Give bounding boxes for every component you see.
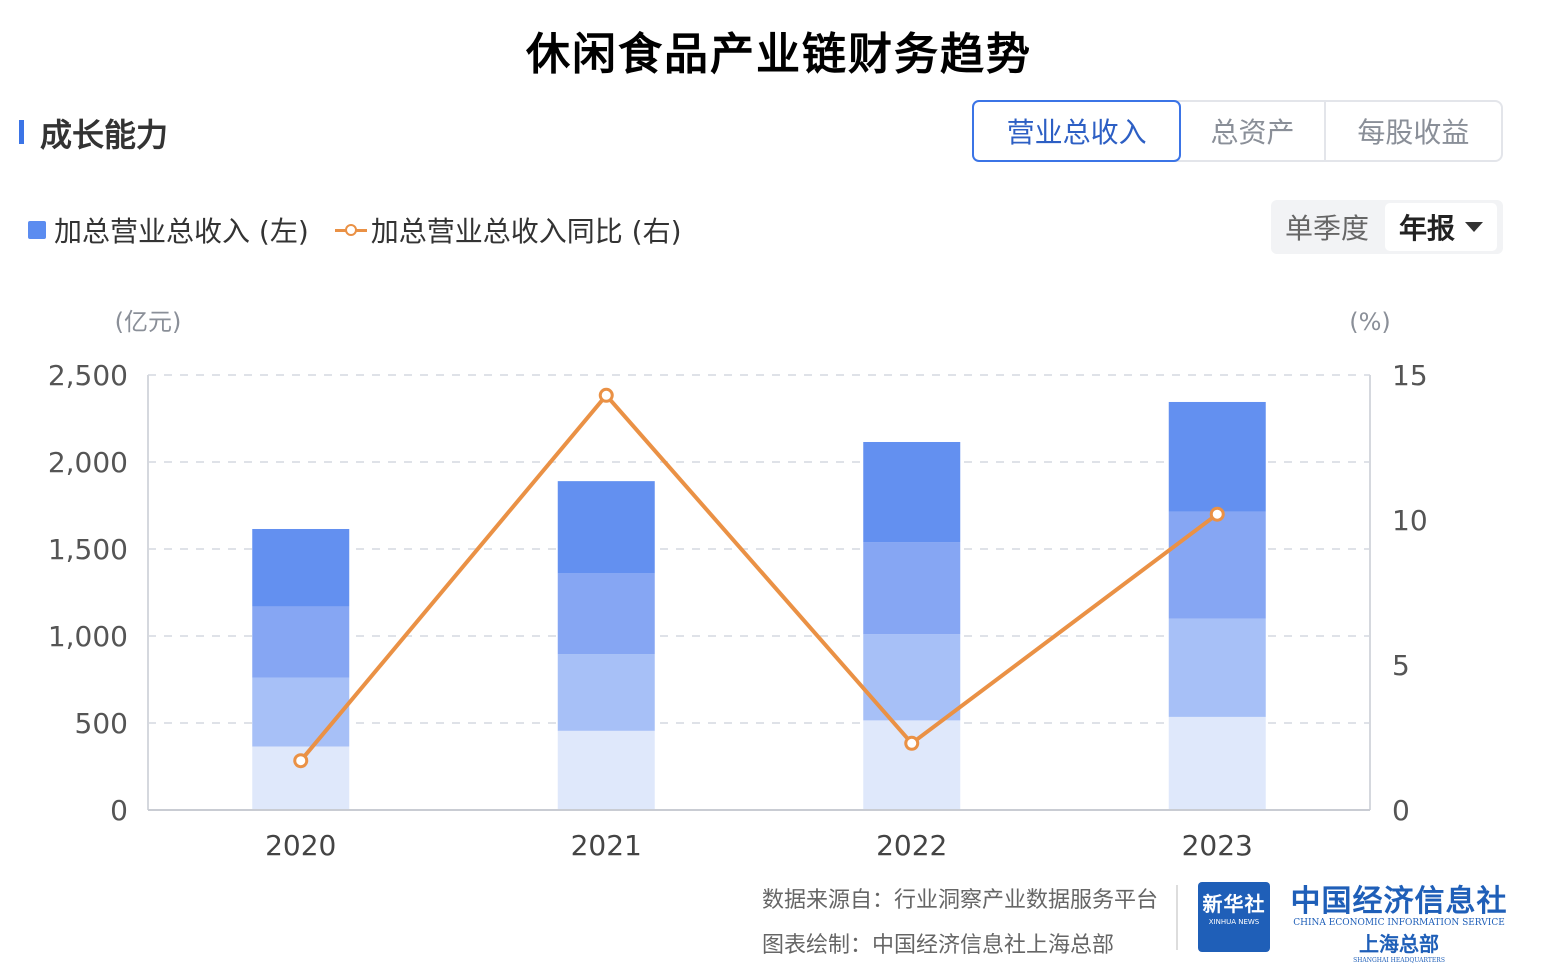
left-axis-unit: (亿元) xyxy=(115,308,182,336)
yoy-line xyxy=(299,392,1219,762)
bar-segment[interactable] xyxy=(557,481,655,574)
right-tick-label: 10 xyxy=(1392,504,1428,537)
bar-segment[interactable] xyxy=(557,730,655,810)
legend-bar-label[interactable]: 加总营业总收入 (左) xyxy=(54,215,309,248)
yoy-point[interactable] xyxy=(904,735,920,751)
right-tick-label: 15 xyxy=(1392,359,1428,392)
legend-bar-swatch xyxy=(28,221,46,239)
x-tick-label: 2020 xyxy=(265,829,336,862)
legend-line-label[interactable]: 加总营业总收入同比 (右) xyxy=(370,215,682,248)
legend-line-swatch xyxy=(334,221,367,239)
right-axis-unit: (%) xyxy=(1349,308,1391,336)
bar-segment[interactable] xyxy=(863,441,961,543)
xinhua-logo-en: XINHUA NEWS xyxy=(1208,918,1260,926)
bar-segment[interactable] xyxy=(1168,511,1266,619)
right-tick-label: 5 xyxy=(1392,649,1410,682)
section-title: 成长能力 xyxy=(40,116,169,154)
xinhua-logo-cn: 新华社 xyxy=(1202,892,1266,916)
left-tick-label: 1,500 xyxy=(48,533,128,566)
tab-revenue[interactable]: 营业总收入 xyxy=(972,100,1182,162)
yoy-point[interactable] xyxy=(598,387,614,403)
x-tick-label: 2022 xyxy=(876,829,947,862)
period-toggle: 单季度 年报 xyxy=(1271,200,1503,254)
left-tick-label: 2,000 xyxy=(48,446,128,479)
bar-segment[interactable] xyxy=(557,654,655,731)
x-tick-label: 2023 xyxy=(1182,829,1253,862)
cei-logo-cn: 中国经济信息社 xyxy=(1290,884,1508,919)
bar-segment[interactable] xyxy=(1168,716,1266,810)
cei-logo: 中国经济信息社 CHINA ECONOMIC INFORMATION SERVI… xyxy=(1286,876,1512,964)
bar-series xyxy=(252,401,1266,810)
cei-logo-sub: 上海总部 xyxy=(1359,932,1439,956)
bar-segment[interactable] xyxy=(557,573,655,655)
cei-logo-en: CHINA ECONOMIC INFORMATION SERVICE xyxy=(1293,918,1505,928)
section-accent-bar xyxy=(19,120,24,144)
toggle-annual-dropdown[interactable]: 年报 xyxy=(1385,203,1498,251)
line-series xyxy=(293,387,1225,769)
tab-eps[interactable]: 每股收益 xyxy=(1357,116,1470,149)
chevron-down-icon xyxy=(1465,222,1484,232)
right-tick-label: 0 xyxy=(1392,794,1410,827)
tab-total-assets[interactable]: 总资产 xyxy=(1181,102,1326,160)
xinhua-logo: 新华社 XINHUA NEWS xyxy=(1198,882,1270,952)
footer-divider xyxy=(1176,885,1178,950)
toggle-annual-label: 年报 xyxy=(1399,212,1456,245)
left-tick-label: 1,000 xyxy=(48,620,128,653)
cei-logo-sub-en: SHANGHAI HEADQUARTERS xyxy=(1353,957,1445,964)
grid-lines xyxy=(148,374,1370,724)
x-tick-label: 2021 xyxy=(571,829,642,862)
left-tick-label: 0 xyxy=(110,794,128,827)
yoy-point[interactable] xyxy=(1209,506,1225,522)
metric-tabs: 营业总收入 总资产 每股收益 xyxy=(972,100,1503,162)
bar-segment[interactable] xyxy=(863,542,961,635)
bar-segment[interactable] xyxy=(863,720,961,810)
bar-segment[interactable] xyxy=(252,677,350,747)
toggle-quarterly[interactable]: 单季度 xyxy=(1285,212,1370,245)
axes: 0 500 1,000 1,500 2,000 2,500 0 5 10 15 2020 2021 20… xyxy=(48,359,1428,862)
bar-segment[interactable] xyxy=(252,528,350,607)
left-tick-label: 500 xyxy=(75,707,128,740)
footer-source: 数据来源自：行业洞察产业数据服务平台 xyxy=(762,888,1159,913)
yoy-point[interactable] xyxy=(293,753,309,769)
bar-segment[interactable] xyxy=(1168,618,1266,717)
footer-credit: 图表绘制：中国经济信息社上海总部 xyxy=(762,933,1115,958)
chart-legend: 加总营业总收入 (左) 加总营业总收入同比 (右) xyxy=(28,210,682,250)
bar-segment[interactable] xyxy=(252,606,350,678)
chart-title: 休闲食品产业链财务趋势 xyxy=(526,29,1032,80)
bar-segment[interactable] xyxy=(1168,401,1266,512)
left-tick-label: 2,500 xyxy=(48,359,128,392)
